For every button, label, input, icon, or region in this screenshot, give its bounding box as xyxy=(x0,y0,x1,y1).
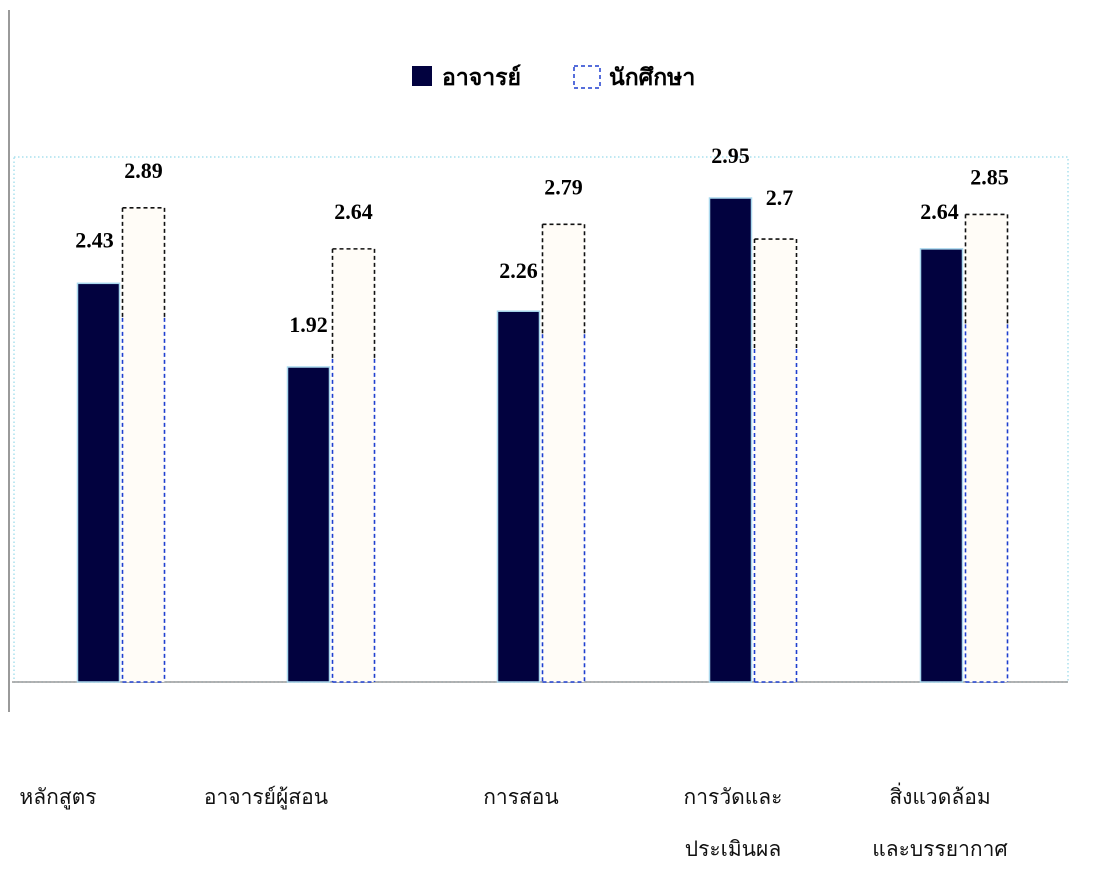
bar-teacher-2 xyxy=(286,366,331,683)
bars-group xyxy=(76,197,1009,683)
category-label-line: ประเมินผล xyxy=(684,837,782,861)
category-label-5: สิ่งแวดล้อมและบรรยากาศ xyxy=(850,771,1030,875)
legend-swatch-student xyxy=(573,65,601,89)
value-label-student-4: 2.7 xyxy=(766,185,794,210)
category-label-1: หลักสูตร xyxy=(0,771,148,823)
plot-area-border xyxy=(13,156,1069,683)
category-label-line: การวัดและ xyxy=(683,785,783,809)
value-labels-group: 2.43 2.89 1.92 2.64 2.26 2.79 2.95 2.7 2.64 2.85 xyxy=(75,143,1009,337)
bar-student-4 xyxy=(754,239,797,682)
bar-student-2 xyxy=(332,248,375,682)
category-label-3: การสอน xyxy=(431,771,611,823)
category-label-line: สิ่งแวดล้อม xyxy=(889,785,991,809)
category-label-line: อาจารย์ผู้สอน xyxy=(203,785,329,809)
bar-student-5 xyxy=(965,214,1008,682)
category-label-4: การวัดและประเมินผล xyxy=(643,771,823,875)
value-label-teacher-4: 2.95 xyxy=(711,143,750,168)
value-label-teacher-5: 2.64 xyxy=(920,199,959,224)
value-label-student-1: 2.89 xyxy=(124,158,163,183)
category-label-line: การสอน xyxy=(483,785,559,809)
bar-student-1 xyxy=(122,207,165,682)
legend-label-student: นักศึกษา xyxy=(609,64,695,91)
value-label-teacher-2: 1.92 xyxy=(289,312,328,337)
bar-teacher-1 xyxy=(76,282,121,683)
value-label-student-2: 2.64 xyxy=(334,199,373,224)
category-label-line: และบรรยากาศ xyxy=(872,837,1008,861)
category-label-2: อาจารย์ผู้สอน xyxy=(176,771,356,823)
legend-label-teacher: อาจารย์ xyxy=(442,64,521,91)
value-label-teacher-3: 2.26 xyxy=(499,258,538,283)
bar-teacher-5 xyxy=(919,248,964,683)
value-label-teacher-1: 2.43 xyxy=(75,227,114,252)
legend: อาจารย์ นักศึกษา xyxy=(412,64,695,91)
legend-swatch-teacher xyxy=(412,66,432,86)
value-label-student-3: 2.79 xyxy=(544,174,583,199)
bar-student-3 xyxy=(542,224,585,682)
bar-teacher-4 xyxy=(708,197,753,683)
category-label-line: หลักสูตร xyxy=(19,785,97,809)
bar-teacher-3 xyxy=(496,310,541,683)
value-label-student-5: 2.85 xyxy=(970,164,1009,189)
bar-chart: อาจารย์ นักศึกษา 2.43 2.89 1.92 2.64 2.26 2.7… xyxy=(8,10,1069,712)
